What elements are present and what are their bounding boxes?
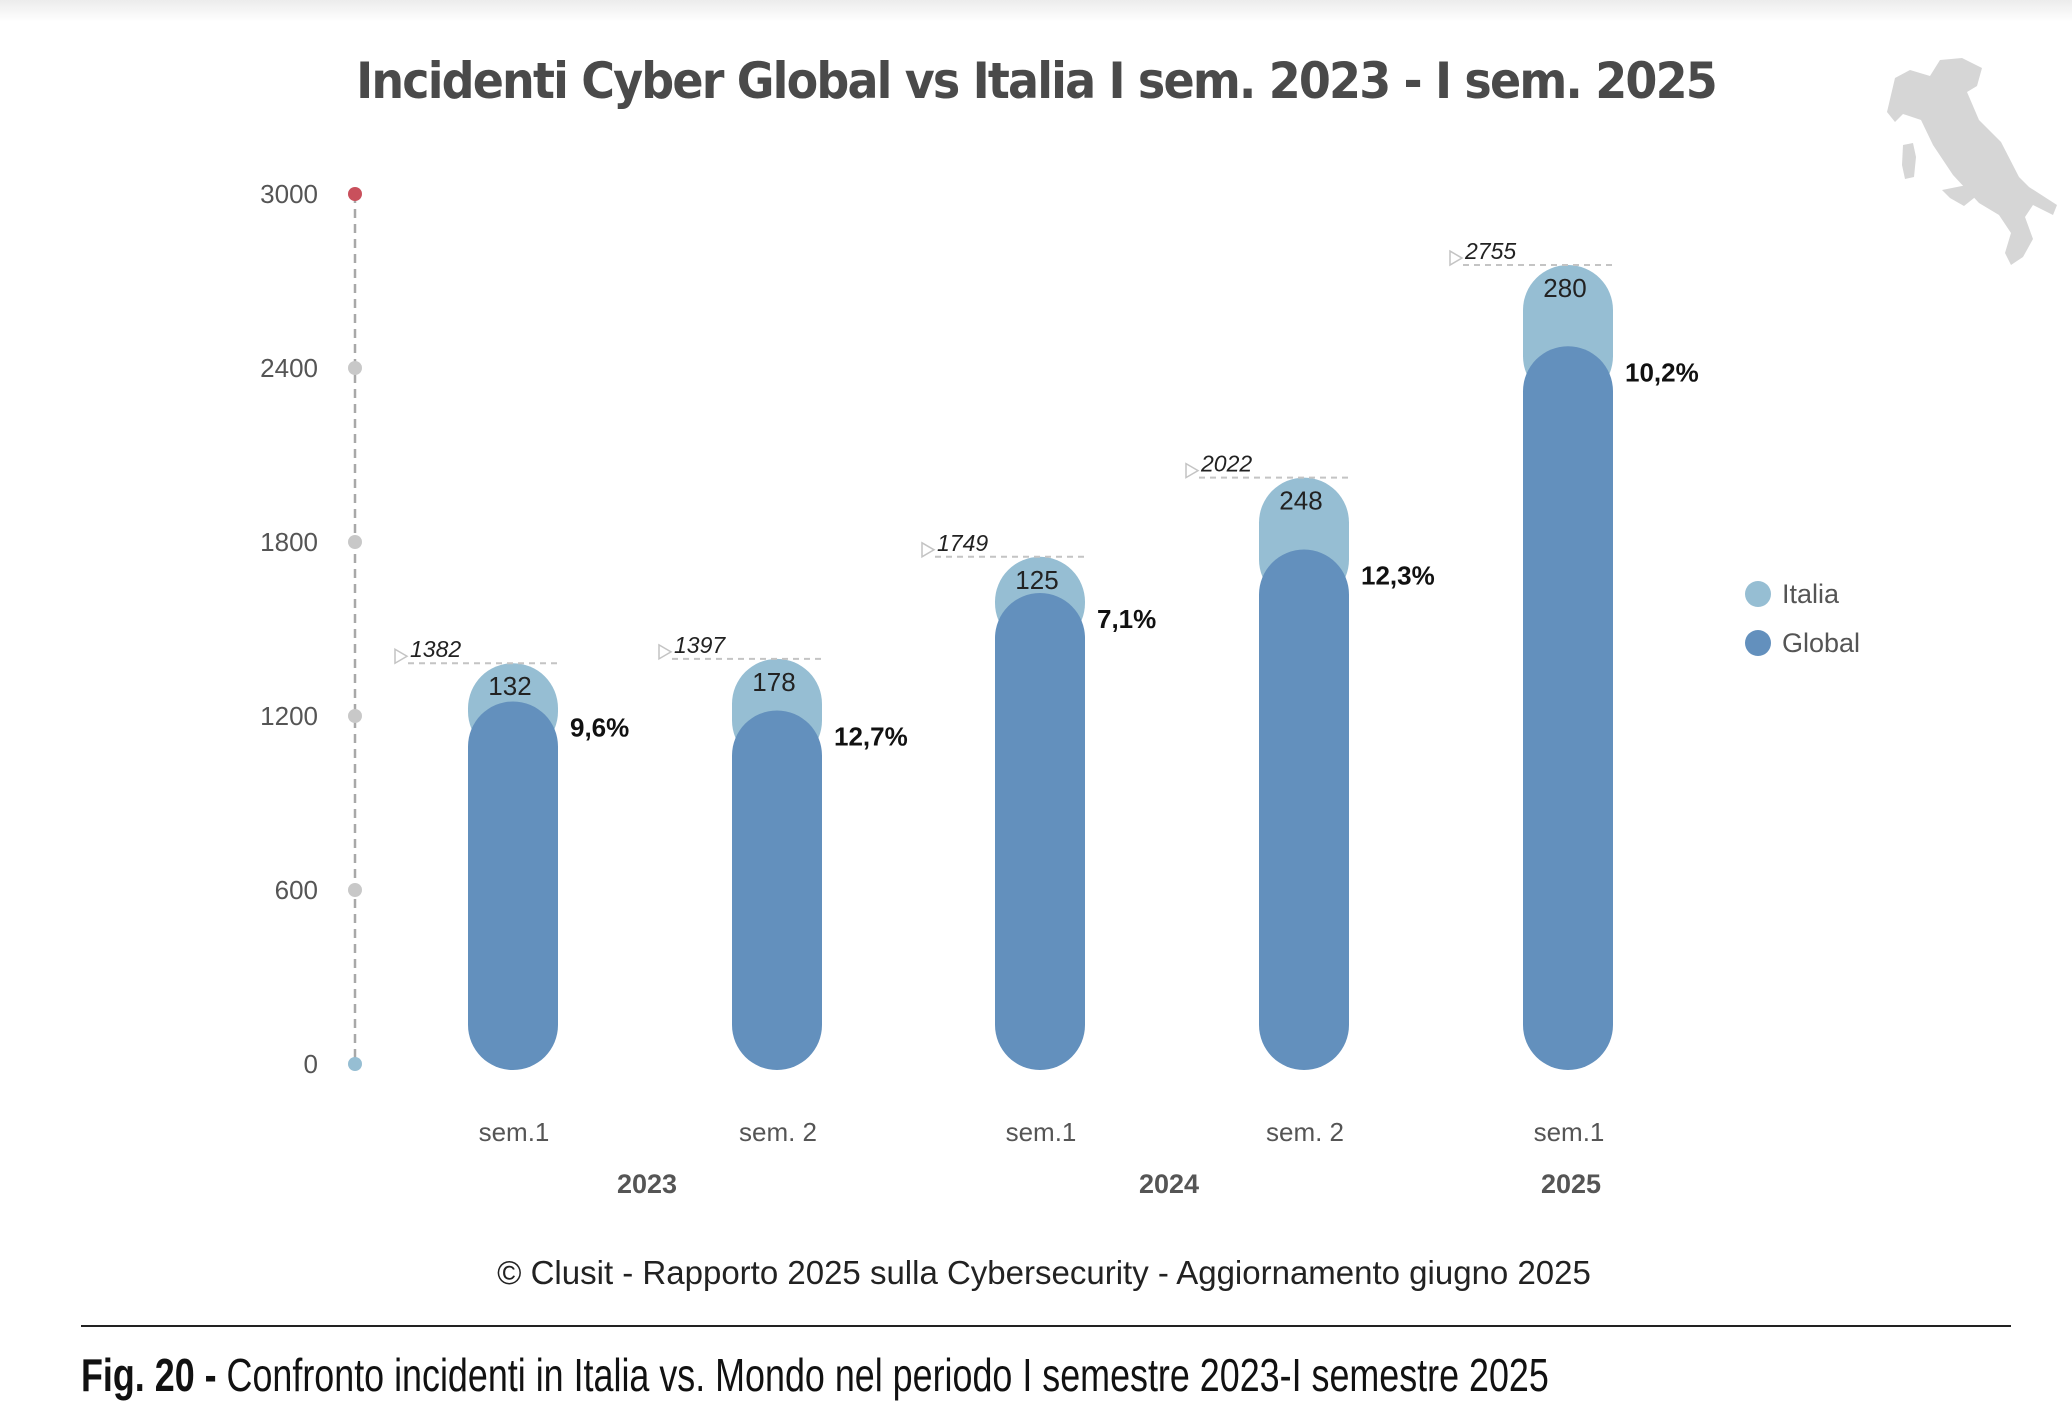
y-tick-dot [348,1057,362,1071]
divider [81,1325,2011,1327]
bar-global [732,710,822,1070]
figure-caption-text: Confronto incidenti in Italia vs. Mondo … [216,1349,1549,1401]
figure-label: Fig. 20 - [81,1349,217,1401]
italia-value-label: 178 [752,667,795,697]
total-label: 1397 [674,632,726,658]
x-tick-label: sem.1 [479,1117,550,1147]
x-tick-label: sem. 2 [739,1117,817,1147]
x-tick-label: sem.1 [1534,1117,1605,1147]
legend-swatch [1745,581,1771,607]
y-tick-label: 1800 [260,527,318,557]
bar-global [1259,549,1349,1070]
italia-share-label: 12,7% [834,721,908,751]
x-group-label: 2024 [1139,1169,1199,1199]
credit-line: © Clusit - Rapporto 2025 sulla Cybersecu… [497,1254,1591,1291]
bar-global [1523,346,1613,1070]
y-tick-label: 3000 [260,179,318,209]
y-tick-dot [348,535,362,549]
x-tick-label: sem.1 [1006,1117,1077,1147]
x-tick-label: sem. 2 [1266,1117,1344,1147]
labels: 1382 132 9,6% sem.1 1397 178 12,7% sem. 2 1749 12… [394,238,1699,1199]
y-tick-label: 600 [275,875,318,905]
y-tick-label: 0 [304,1049,318,1079]
total-label: 1749 [937,530,988,556]
y-tick-dot [348,187,362,201]
legend: Italia Global [1745,579,1860,658]
y-tick-dot [348,883,362,897]
triangle-marker-icon [921,541,936,559]
italia-value-label: 280 [1543,273,1586,303]
top-shade [0,0,2072,22]
total-label: 2755 [1464,238,1516,264]
italia-share-label: 12,3% [1361,561,1435,591]
italia-value-label: 248 [1279,486,1322,516]
figure-caption: Fig. 20 - Confronto incidenti in Italia … [81,1348,1549,1402]
italia-share-label: 9,6% [570,713,629,743]
y-tick-dot [348,709,362,723]
y-tick-label: 2400 [260,353,318,383]
bar-global [468,701,558,1070]
italia-share-label: 7,1% [1097,604,1156,634]
y-axis: 0 600 1200 1800 2400 3000 [260,179,362,1079]
triangle-marker-icon [394,647,409,665]
y-tick-label: 1200 [260,701,318,731]
bars [468,265,1613,1070]
legend-label: Global [1782,628,1860,658]
triangle-marker-icon [658,643,673,661]
x-group-label: 2023 [617,1169,677,1199]
triangle-marker-icon [1449,249,1464,267]
x-group-label: 2025 [1541,1169,1601,1199]
italia-share-label: 10,2% [1625,357,1699,387]
chart-title: Incidenti Cyber Global vs Italia I sem. … [356,52,1718,110]
legend-swatch [1745,630,1771,656]
italy-map-icon [1887,58,2057,265]
bar-global [995,593,1085,1070]
total-label: 1382 [410,636,461,662]
italia-value-label: 132 [488,671,531,701]
total-label: 2022 [1200,451,1252,477]
legend-label: Italia [1782,579,1840,609]
triangle-marker-icon [1185,462,1200,479]
italia-value-label: 125 [1015,565,1058,595]
y-tick-dot [348,361,362,375]
